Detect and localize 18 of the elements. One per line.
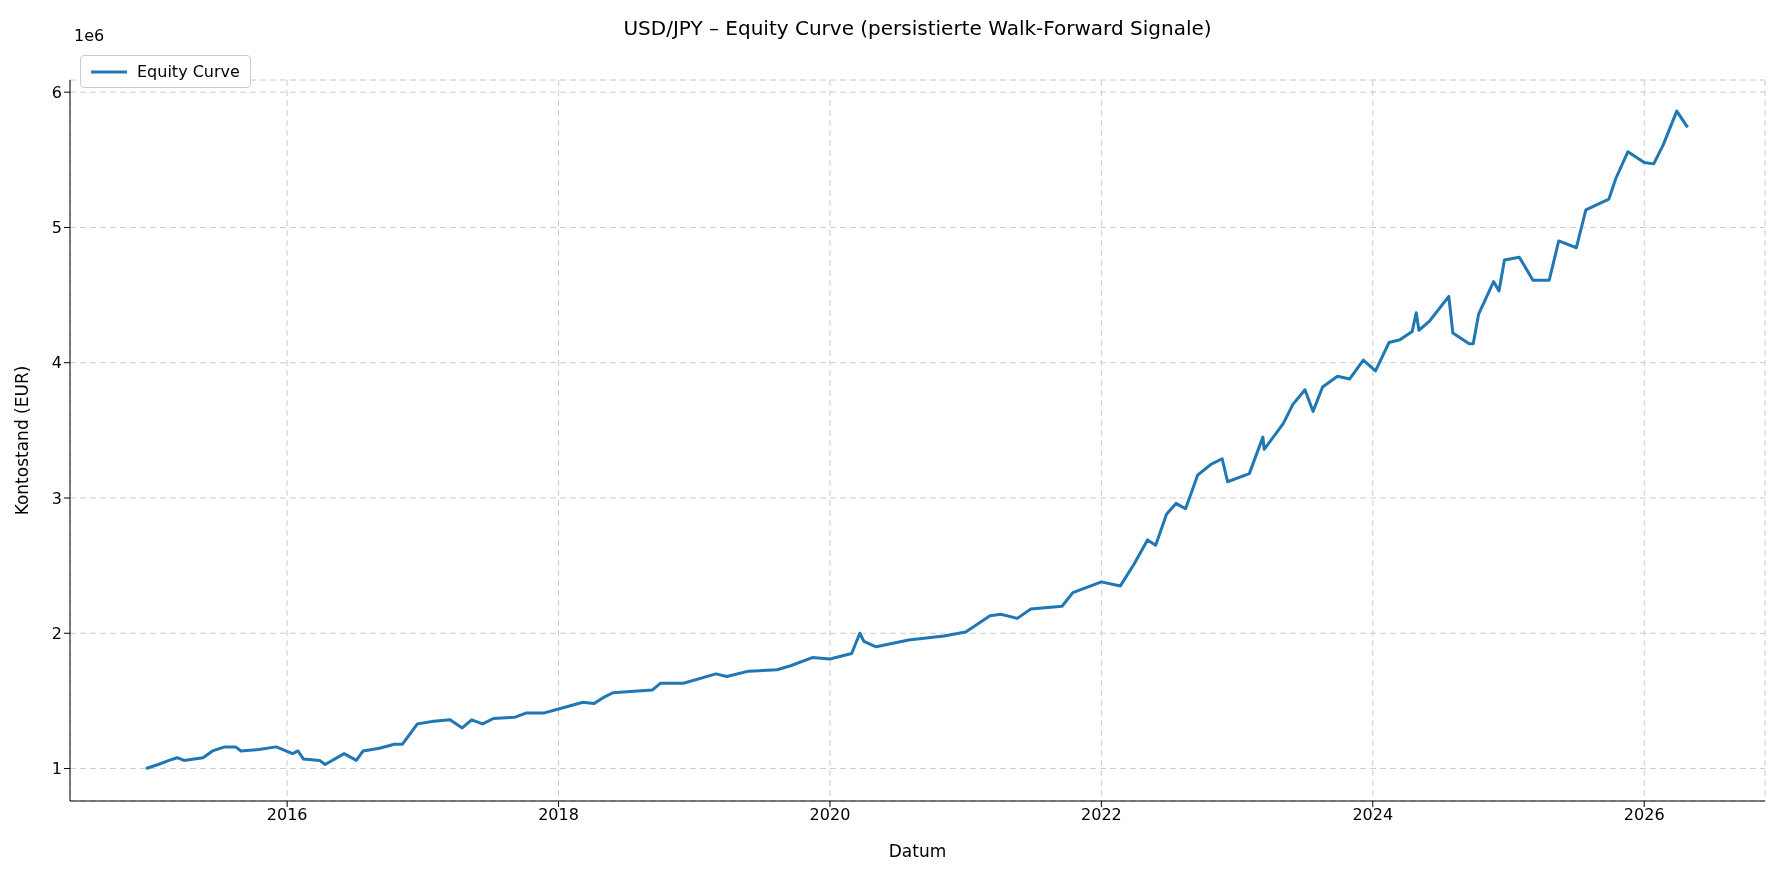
y-axis-title: Kontostand (EUR) (12, 365, 33, 516)
x-tick-label: 2018 (538, 805, 579, 825)
text: 1e6 (74, 26, 105, 45)
x-tick-label: 2024 (1352, 805, 1394, 825)
y-tick-label: 6 (51, 82, 62, 102)
y-tick-label: 2 (51, 623, 62, 643)
x-tick-label: 2022 (1081, 805, 1122, 825)
y-tick-label: 4 (51, 353, 62, 373)
y-tick-label: 3 (51, 488, 62, 508)
x-tick-label: 2016 (266, 805, 308, 825)
legend-label: Equity Curve (137, 62, 240, 81)
y-tick-label: 1 (51, 759, 62, 779)
x-tick-label: 2020 (809, 805, 851, 825)
line-series (144, 109, 1690, 771)
x-tick-label: 2026 (1623, 805, 1665, 825)
y-tick-label: 5 (51, 218, 62, 238)
chart-title: USD/JPY – Equity Curve (persistierte Walk-Forward Signale) (623, 16, 1212, 40)
x-axis-title: Datum (888, 841, 947, 861)
